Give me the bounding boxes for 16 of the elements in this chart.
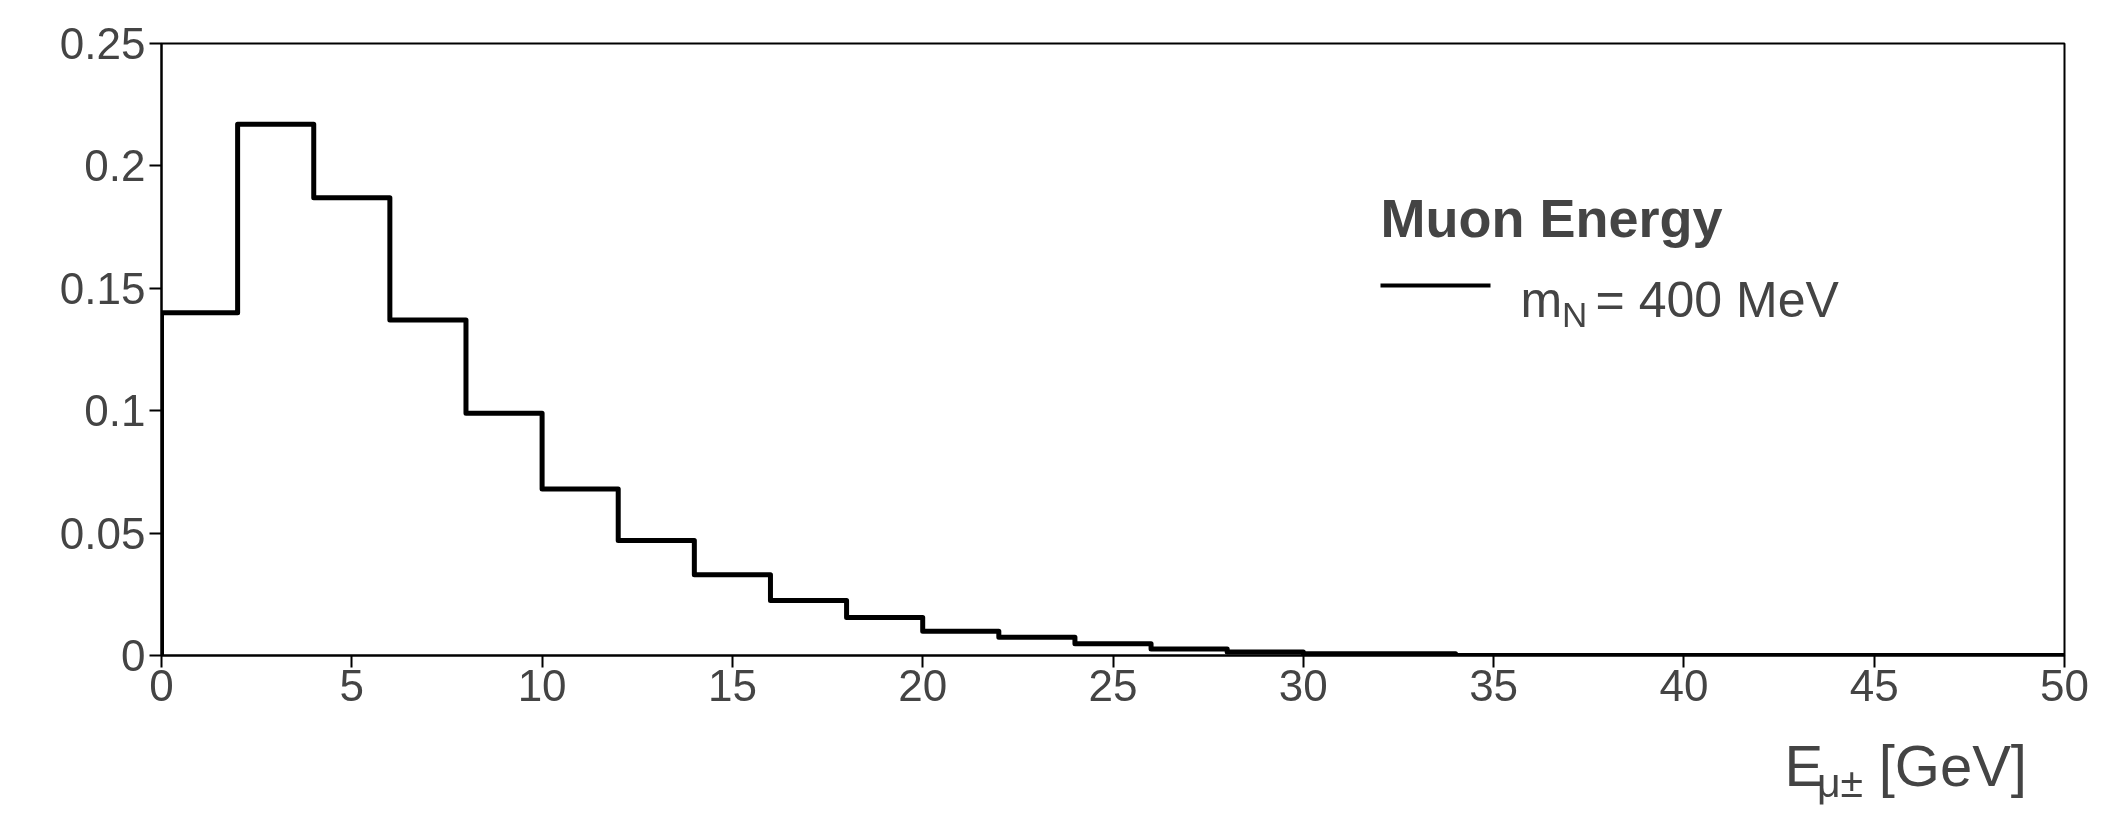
- x-tick-label: 45: [1849, 660, 1899, 710]
- x-tick-label: 50: [2040, 660, 2089, 710]
- y-tick-label: 0.2: [84, 141, 146, 191]
- legend-title: Muon Energy: [1380, 187, 1723, 248]
- y-tick-label: 0.15: [59, 263, 146, 313]
- x-tick-label: 30: [1278, 660, 1328, 710]
- x-tick-label: 10: [517, 660, 567, 710]
- x-tick-label: 15: [707, 660, 757, 710]
- x-tick-label: 40: [1659, 660, 1709, 710]
- y-tick-label: 0.1: [84, 386, 146, 436]
- x-tick-label: 25: [1088, 660, 1138, 710]
- x-tick-label: 5: [339, 660, 365, 710]
- x-tick-label: 35: [1469, 660, 1519, 710]
- y-tick-label: 0.05: [59, 508, 146, 558]
- x-tick-label: 20: [898, 660, 948, 710]
- y-tick-label: 0.25: [59, 19, 146, 68]
